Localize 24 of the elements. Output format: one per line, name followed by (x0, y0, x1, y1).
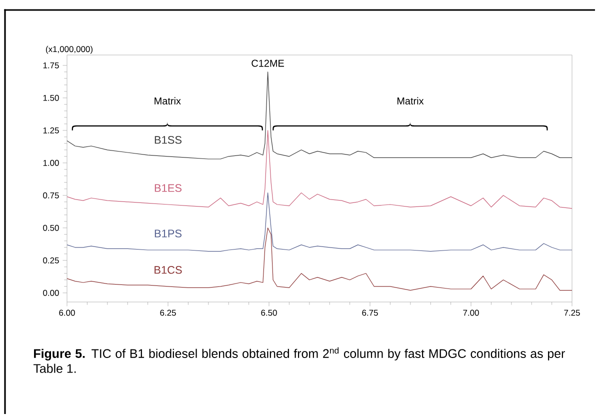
line-series (66, 228, 572, 291)
series-label: B1SS (154, 136, 182, 144)
text: Figure 5. TIC of B1 biodiesel blends obtained from 2$^{nd}$ column by fast MDGC conditions as per Table 1. (33, 347, 565, 373)
series-label: B1ES (154, 184, 182, 192)
y-tick-label: 1.75 (43, 62, 59, 68)
y-tick-label: 0.50 (43, 224, 59, 231)
annotation: Matrix (154, 97, 181, 104)
annotation: C12ME (252, 60, 284, 67)
x-tick-label: 6.50 (261, 310, 277, 316)
annotation: Matrix (397, 97, 424, 104)
x-tick-label: 6.00 (59, 310, 75, 316)
x-tick-label: 7.25 (564, 310, 580, 316)
series-label: B1PS (154, 230, 182, 238)
x-tick-label: 6.25 (160, 310, 176, 316)
y-tick-label: 0.00 (43, 290, 59, 296)
y-tick-label: 0.75 (43, 192, 59, 198)
x-tick-label: 6.75 (362, 310, 378, 316)
y-tick-label: 1.00 (43, 160, 59, 166)
y-tick-label: 1.50 (43, 94, 59, 101)
y-tick-label: 0.25 (43, 257, 59, 264)
y-axis-title: (x1,000,000) (46, 46, 92, 54)
series-label: B1CS (154, 266, 182, 274)
y-tick-label: 1.25 (43, 127, 59, 134)
x-tick-label: 7.00 (463, 310, 479, 316)
